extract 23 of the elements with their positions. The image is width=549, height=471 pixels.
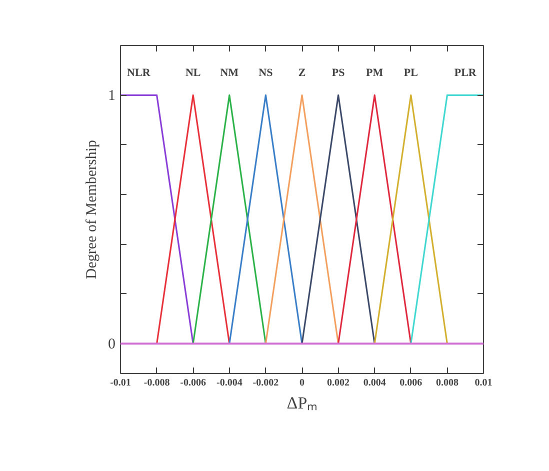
x-tick-label: -0.002 [252, 378, 279, 388]
x-axis-title: ΔPₘ [286, 394, 318, 412]
series-label: NLR [127, 66, 152, 79]
y-tick-label: 1 [108, 88, 116, 104]
x-tick-label: -0.004 [216, 378, 242, 388]
x-tick-label: -0.008 [144, 378, 170, 388]
x-tick-label: 0.006 [400, 378, 422, 388]
x-tick-label: 0.008 [436, 378, 458, 388]
series-label: PLR [454, 66, 478, 79]
series-label: NS [258, 66, 273, 79]
x-tick-label: 0.002 [327, 378, 350, 388]
y-axis-title: Degree of Membership [84, 140, 100, 280]
x-tick-label: 0 [300, 378, 304, 388]
x-tick-label: -0.01 [110, 378, 131, 388]
series-label: PM [366, 66, 384, 79]
x-tick-label: 0.004 [363, 378, 386, 388]
series-label: Z [298, 66, 306, 79]
x-tick-label: -0.006 [180, 378, 206, 388]
series-label: PL [404, 66, 418, 79]
series-label: PS [332, 66, 345, 79]
series-label: NL [185, 66, 201, 79]
series-label: NM [220, 66, 240, 79]
x-tick-label: 0.01 [474, 378, 492, 388]
